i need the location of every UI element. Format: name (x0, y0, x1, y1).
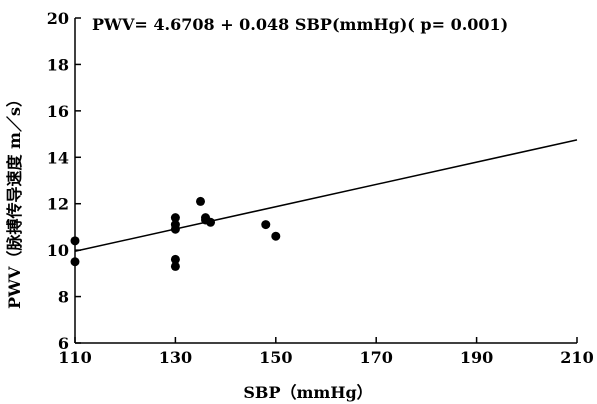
x-tick-label: 190 (460, 348, 493, 367)
plot-area: 110 130 150 170 190 210 6 8 10 12 14 16 18 20 (47, 9, 594, 367)
y-tick-label: 14 (47, 148, 69, 167)
data-point (170, 224, 180, 234)
data-point (170, 213, 180, 223)
x-tick-label: 210 (560, 348, 593, 367)
y-tick-label: 6 (58, 334, 69, 353)
data-point (271, 231, 281, 241)
data-point (206, 217, 216, 227)
x-axis-ticks: 110 130 150 170 190 210 (58, 337, 594, 367)
y-axis-ticks: 6 8 10 12 14 16 18 20 (47, 9, 81, 353)
y-tick-label: 16 (47, 102, 69, 121)
data-point (70, 236, 80, 246)
y-axis-title: PWV（脉搏传导速度 m／s） (5, 91, 24, 309)
x-tick-label: 130 (159, 348, 192, 367)
regression-line (74, 139, 578, 253)
y-tick-label: 18 (47, 55, 69, 74)
y-tick-label: 10 (47, 241, 69, 260)
data-point (261, 220, 271, 230)
data-point (196, 196, 205, 206)
data-points (70, 196, 281, 271)
data-point (70, 257, 80, 267)
x-tick-label: 110 (58, 348, 91, 367)
y-tick-label: 12 (47, 195, 69, 214)
x-axis-title: SBP（mmHg） (243, 383, 372, 402)
chart-title: PWV= 4.6708 + 0.048 SBP(mmHg)( p= 0.001) (92, 15, 508, 34)
y-tick-label: 8 (58, 288, 69, 307)
y-tick-label: 20 (47, 9, 69, 28)
x-tick-label: 170 (359, 348, 392, 367)
data-point (170, 254, 180, 264)
x-tick-label: 150 (259, 348, 292, 367)
data-point (170, 261, 180, 271)
